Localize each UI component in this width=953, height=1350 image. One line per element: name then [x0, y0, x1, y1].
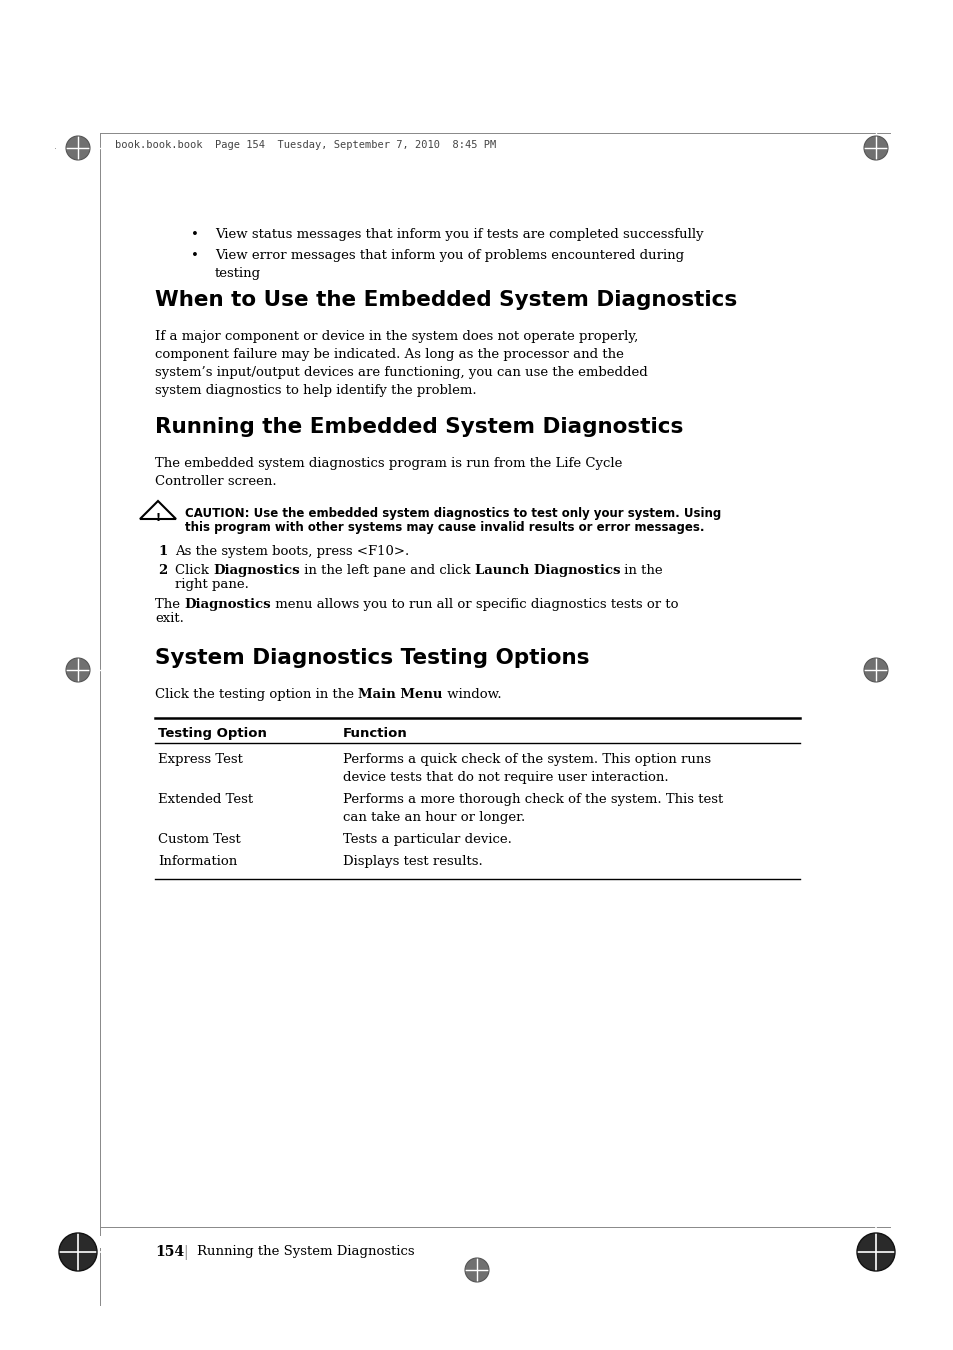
Text: in the: in the — [619, 564, 662, 576]
Circle shape — [863, 657, 887, 682]
Text: in the left pane and click: in the left pane and click — [299, 564, 475, 576]
Text: •: • — [191, 248, 199, 262]
Text: •: • — [191, 228, 199, 242]
Text: window.: window. — [442, 688, 500, 701]
Text: 1: 1 — [158, 545, 167, 558]
Text: Running the Embedded System Diagnostics: Running the Embedded System Diagnostics — [154, 417, 682, 437]
Text: book.book.book  Page 154  Tuesday, September 7, 2010  8:45 PM: book.book.book Page 154 Tuesday, Septemb… — [115, 140, 496, 150]
Text: Extended Test: Extended Test — [158, 792, 253, 806]
Text: menu allows you to run all or specific diagnostics tests or to: menu allows you to run all or specific d… — [271, 598, 678, 612]
Circle shape — [59, 1233, 97, 1270]
Text: Express Test: Express Test — [158, 753, 243, 765]
Text: Information: Information — [158, 855, 237, 868]
Text: System Diagnostics Testing Options: System Diagnostics Testing Options — [154, 648, 589, 668]
Text: View status messages that inform you if tests are completed successfully: View status messages that inform you if … — [214, 228, 703, 242]
Text: Click: Click — [174, 564, 213, 576]
Text: As the system boots, press <F10>.: As the system boots, press <F10>. — [174, 545, 409, 558]
Text: Click the testing option in the: Click the testing option in the — [154, 688, 358, 701]
Text: CAUTION: Use the embedded system diagnostics to test only your system. Using: CAUTION: Use the embedded system diagnos… — [185, 508, 720, 520]
Text: Custom Test: Custom Test — [158, 833, 240, 846]
Text: When to Use the Embedded System Diagnostics: When to Use the Embedded System Diagnost… — [154, 290, 737, 310]
Text: 154: 154 — [154, 1245, 184, 1260]
Circle shape — [66, 657, 90, 682]
Text: Tests a particular device.: Tests a particular device. — [343, 833, 512, 846]
Text: Main Menu: Main Menu — [358, 688, 442, 701]
Text: 2: 2 — [158, 564, 167, 576]
Text: Performs a more thorough check of the system. This test
can take an hour or long: Performs a more thorough check of the sy… — [343, 792, 722, 824]
Text: Testing Option: Testing Option — [158, 728, 267, 740]
Text: Running the System Diagnostics: Running the System Diagnostics — [196, 1245, 415, 1258]
Circle shape — [856, 1233, 894, 1270]
Text: If a major component or device in the system does not operate properly,
componen: If a major component or device in the sy… — [154, 329, 647, 397]
Text: View error messages that inform you of problems encountered during
testing: View error messages that inform you of p… — [214, 248, 683, 279]
Text: Launch Diagnostics: Launch Diagnostics — [475, 564, 619, 576]
Text: right pane.: right pane. — [174, 578, 249, 591]
Text: The embedded system diagnostics program is run from the Life Cycle
Controller sc: The embedded system diagnostics program … — [154, 458, 621, 487]
Circle shape — [464, 1258, 489, 1282]
Text: !: ! — [155, 513, 160, 522]
Text: this program with other systems may cause invalid results or error messages.: this program with other systems may caus… — [185, 521, 703, 535]
Text: Function: Function — [343, 728, 407, 740]
Circle shape — [66, 136, 90, 161]
Text: Performs a quick check of the system. This option runs
device tests that do not : Performs a quick check of the system. Th… — [343, 753, 710, 783]
Text: |: | — [183, 1245, 188, 1260]
Circle shape — [863, 136, 887, 161]
Text: Diagnostics: Diagnostics — [184, 598, 271, 612]
Text: exit.: exit. — [154, 612, 184, 625]
Text: The: The — [154, 598, 184, 612]
Text: Diagnostics: Diagnostics — [213, 564, 299, 576]
Text: Displays test results.: Displays test results. — [343, 855, 482, 868]
